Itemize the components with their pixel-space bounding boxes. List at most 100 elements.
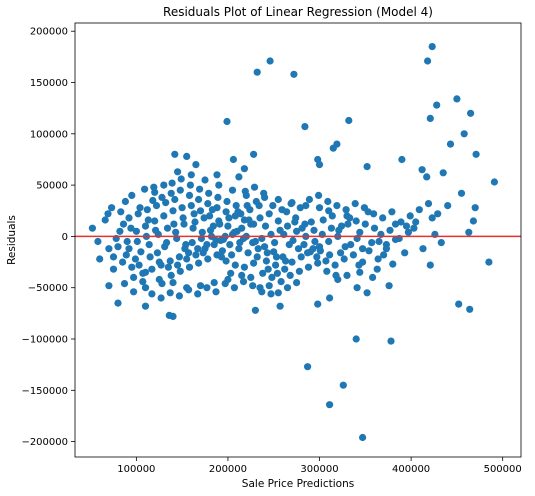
data-point xyxy=(240,263,248,271)
data-point xyxy=(212,236,220,245)
data-point xyxy=(222,208,230,216)
data-point xyxy=(241,187,249,195)
data-point xyxy=(125,245,133,253)
data-point xyxy=(223,197,231,206)
data-point xyxy=(281,265,289,273)
data-point xyxy=(423,173,431,181)
data-point xyxy=(228,186,237,194)
data-point xyxy=(101,216,109,224)
data-point xyxy=(344,220,352,228)
data-point xyxy=(122,251,130,259)
data-point xyxy=(141,302,150,310)
data-point xyxy=(108,204,116,212)
data-point xyxy=(194,245,202,253)
data-point xyxy=(335,226,343,234)
data-point xyxy=(158,193,166,201)
data-point xyxy=(428,214,436,222)
data-point xyxy=(419,245,427,253)
data-point xyxy=(424,200,433,208)
data-point xyxy=(114,243,122,251)
plot-area xyxy=(75,23,521,457)
data-point xyxy=(315,161,324,169)
data-point xyxy=(402,222,411,230)
data-point xyxy=(234,208,242,216)
x-axis: 100000 200000 300000 400000 500000 xyxy=(117,457,522,475)
data-point xyxy=(282,257,290,265)
data-point xyxy=(274,289,282,297)
data-point xyxy=(195,259,203,267)
data-point xyxy=(152,202,161,210)
data-point xyxy=(109,265,118,273)
data-point xyxy=(250,183,259,191)
data-point xyxy=(471,204,479,212)
data-point xyxy=(134,210,142,218)
data-point xyxy=(153,249,161,257)
data-point xyxy=(116,227,124,235)
data-point xyxy=(245,216,253,224)
data-point xyxy=(296,204,304,212)
data-point xyxy=(274,217,282,225)
data-point xyxy=(426,261,434,269)
data-point xyxy=(273,269,281,277)
data-point xyxy=(236,239,244,247)
data-point xyxy=(379,214,387,222)
data-point xyxy=(227,269,235,277)
data-point xyxy=(117,208,125,216)
data-point xyxy=(139,278,147,286)
data-point xyxy=(404,228,412,236)
data-point xyxy=(204,200,212,208)
data-point xyxy=(144,216,152,224)
data-point xyxy=(183,255,191,263)
data-point xyxy=(235,173,243,181)
data-point xyxy=(359,245,367,253)
data-point xyxy=(265,210,273,218)
data-point xyxy=(382,245,390,253)
y-tick-label: 100000 xyxy=(30,129,68,140)
data-point xyxy=(215,181,223,189)
data-point xyxy=(232,202,240,210)
data-point xyxy=(174,168,182,176)
data-point xyxy=(437,239,445,247)
y-tick-label: −50000 xyxy=(28,283,68,294)
data-point xyxy=(143,206,151,214)
data-point xyxy=(151,217,159,225)
data-point xyxy=(191,218,199,226)
data-point xyxy=(192,251,200,259)
y-tick-label: 150000 xyxy=(30,78,68,89)
data-point xyxy=(315,204,324,212)
data-point xyxy=(196,207,205,215)
data-point xyxy=(249,239,257,247)
data-point xyxy=(253,253,261,261)
data-point xyxy=(203,284,211,292)
data-point xyxy=(283,284,292,292)
data-point xyxy=(347,241,355,249)
data-point xyxy=(243,202,251,210)
data-point xyxy=(192,161,200,169)
data-point xyxy=(238,224,246,232)
data-point xyxy=(228,251,236,259)
data-point xyxy=(326,294,334,302)
data-point xyxy=(375,237,383,246)
data-point xyxy=(389,260,397,268)
data-point xyxy=(145,241,153,249)
data-point xyxy=(283,222,292,230)
data-point xyxy=(196,282,205,290)
data-point xyxy=(166,257,174,265)
data-point xyxy=(472,150,480,158)
data-point xyxy=(315,191,323,199)
data-point xyxy=(457,189,466,197)
data-point xyxy=(314,259,322,267)
data-point xyxy=(201,176,209,184)
data-point xyxy=(346,214,354,222)
data-point xyxy=(326,251,334,259)
data-point xyxy=(120,280,129,288)
data-point xyxy=(119,220,128,228)
data-point xyxy=(351,200,359,208)
data-point xyxy=(213,171,221,179)
data-point xyxy=(152,226,160,234)
data-point xyxy=(141,185,149,193)
data-points xyxy=(88,43,498,442)
data-point xyxy=(146,253,154,261)
x-axis-label: Sale Price Predictions xyxy=(242,478,354,490)
data-point xyxy=(324,197,332,206)
